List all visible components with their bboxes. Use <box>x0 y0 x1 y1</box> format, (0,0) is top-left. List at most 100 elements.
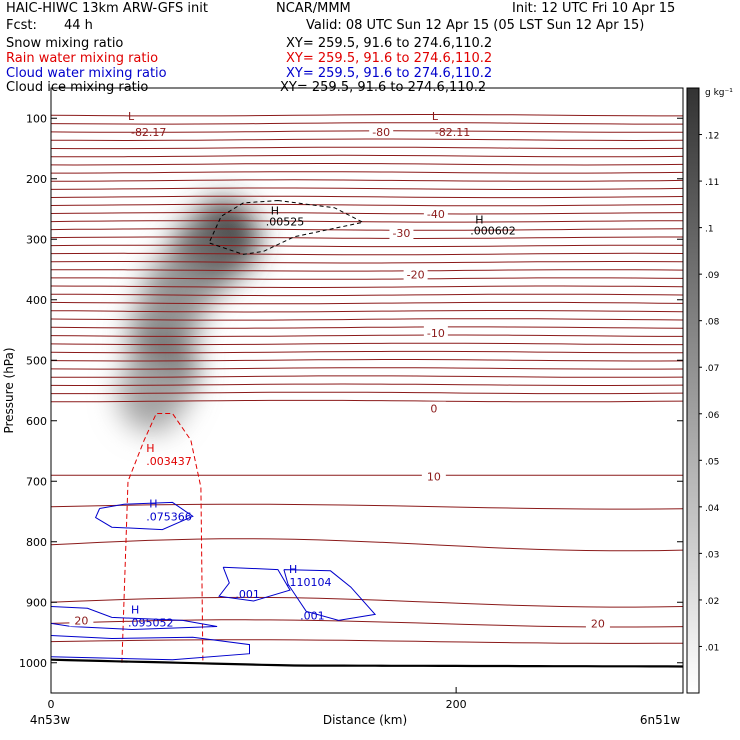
forecast-hour: 44 h <box>64 18 93 33</box>
temperature-contour-32 <box>51 375 683 378</box>
init-time: Init: 12 UTC Fri 10 Apr 15 <box>512 1 676 16</box>
temperature-contour-35 <box>51 399 683 403</box>
x-tick-label-1: 200 <box>446 698 467 711</box>
temperature-low-value-1: -82.11 <box>435 126 470 139</box>
rain-max-mark-0: H <box>146 442 154 455</box>
cloud-water-contour-3 <box>51 606 218 631</box>
cloud-water-max-mark-0: H <box>149 498 157 511</box>
snow-blob-group <box>118 201 258 432</box>
temperature-contour-16 <box>51 244 683 248</box>
temperature-contours <box>51 114 683 644</box>
y-tick-label-5: 600 <box>26 415 47 428</box>
y-axis-title: Pressure (hPa) <box>2 347 16 433</box>
field-xy-rain: XY= 259.5, 91.6 to 274.6,110.2 <box>286 51 493 66</box>
temperature-low-mark-1: L <box>432 110 439 123</box>
temperature-contour-18 <box>51 261 683 264</box>
snow-shading <box>118 201 258 432</box>
x-tick-label-0: 0 <box>48 698 55 711</box>
temperature-contour-24 <box>51 310 683 313</box>
colorbar-label-9: .1 <box>705 225 714 235</box>
temperature-contour-29 <box>51 350 683 354</box>
forecast-label: Fcst: <box>6 18 37 33</box>
temperature-label-6: 10 <box>427 470 441 483</box>
temperature-contour-low-3 <box>51 596 683 608</box>
temperature-label-bg-7 <box>585 616 610 630</box>
temperature-label-5: 0 <box>430 403 437 416</box>
x-axis-title: Distance (km) <box>323 713 407 727</box>
cloud-water-max-mark-2: H <box>131 603 139 616</box>
field-xy-snow: XY= 259.5, 91.6 to 274.6,110.2 <box>286 36 493 51</box>
cloud-water-max-value-2: .095052 <box>128 616 174 629</box>
temperature-contour-30 <box>51 359 683 362</box>
endpoint-left: 4n53w <box>30 713 71 727</box>
temperature-contour-22 <box>51 293 683 297</box>
temperature-low-value-0: -82.17 <box>131 126 166 139</box>
temperature-contour-9 <box>51 187 683 191</box>
temperature-contour-low-1 <box>51 503 683 510</box>
field-name-cloud-water: Cloud water mixing ratio <box>6 66 167 81</box>
temperature-contour-0 <box>51 114 683 117</box>
valid-time: Valid: 08 UTC Sun 12 Apr 15 (05 LST Sun … <box>306 18 645 33</box>
colorbar-label-4: .05 <box>705 457 719 467</box>
temperature-label-bg-1 <box>423 206 448 220</box>
field-name-snow: Snow mixing ratio <box>6 36 124 51</box>
temperature-label-3: -20 <box>407 268 425 281</box>
cloud-water-contours <box>51 501 377 661</box>
ice-max-mark-1: H <box>475 213 483 226</box>
field-xy-cloud-water: XY= 259.5, 91.6 to 274.6,110.2 <box>286 66 493 81</box>
y-tick-label-1: 200 <box>26 173 47 186</box>
colorbar-label-2: .03 <box>705 550 719 560</box>
colorbar-fill <box>686 87 700 694</box>
temperature-contour-8 <box>51 179 683 182</box>
cloud-water-contour-2 <box>283 569 377 621</box>
temperature-contour-12 <box>51 212 683 215</box>
temperature-contour-34 <box>51 391 683 395</box>
temperature-contour-10 <box>51 195 683 199</box>
temperature-contour-4 <box>51 146 683 150</box>
temperature-label-bg-6 <box>421 469 446 483</box>
org-label: NCAR/MMM <box>276 1 351 16</box>
colorbar-label-0: .01 <box>705 643 719 653</box>
temperature-label-1: -40 <box>427 208 445 221</box>
temperature-contour-26 <box>51 326 683 329</box>
temperature-label-0: -80 <box>372 126 390 139</box>
y-tick-label-7: 800 <box>26 536 47 549</box>
colorbar-label-1: .02 <box>705 597 719 607</box>
temperature-label-bg-3 <box>403 267 428 281</box>
temperature-label-7: 20 <box>591 617 605 630</box>
temperature-label-2: -30 <box>392 227 410 240</box>
temperature-contour-low-4 <box>51 619 683 628</box>
temperature-label-bg-8 <box>69 613 94 627</box>
temperature-contour-low-5 <box>51 639 683 644</box>
terrain-line <box>51 658 683 668</box>
temperature-contour-13 <box>51 220 683 223</box>
temperature-contour-6 <box>51 163 683 166</box>
colorbar-label-11: .12 <box>705 132 719 142</box>
cloud-water-label-1: .001 <box>300 610 325 623</box>
y-tick-label-3: 400 <box>26 294 47 307</box>
y-tick-label-2: 300 <box>26 233 47 246</box>
contour-labels: -80-40-30-20-100102020L-82.17L-82.11H.00… <box>69 110 610 630</box>
temperature-low-mark-0: L <box>128 110 135 123</box>
plot-frame <box>50 87 684 694</box>
colorbar-unit: g kg⁻¹ <box>705 88 733 98</box>
rain-max-value-0: .003437 <box>146 455 192 468</box>
cloud-water-max-mark-1: H <box>289 563 297 576</box>
model-title: HAIC-HIWC 13km ARW-GFS init <box>6 1 208 16</box>
temperature-label-8: 20 <box>74 614 88 627</box>
y-tick-label-6: 700 <box>26 475 47 488</box>
colorbar-label-3: .04 <box>705 504 720 514</box>
field-name-rain: Rain water mixing ratio <box>6 51 159 66</box>
colorbar-label-10: .11 <box>705 178 719 188</box>
cloud-water-max-value-0: .075366 <box>146 511 192 524</box>
colorbar-label-5: .06 <box>705 411 720 421</box>
ice-max-mark-0: H <box>271 204 279 217</box>
y-tick-label-9: 1000 <box>19 657 47 670</box>
colorbar-label-7: .08 <box>705 318 720 328</box>
temperature-label-bg-0 <box>369 125 394 139</box>
temperature-contour-31 <box>51 367 683 370</box>
temperature-contour-14 <box>51 228 683 231</box>
temperature-contour-1 <box>51 122 683 125</box>
